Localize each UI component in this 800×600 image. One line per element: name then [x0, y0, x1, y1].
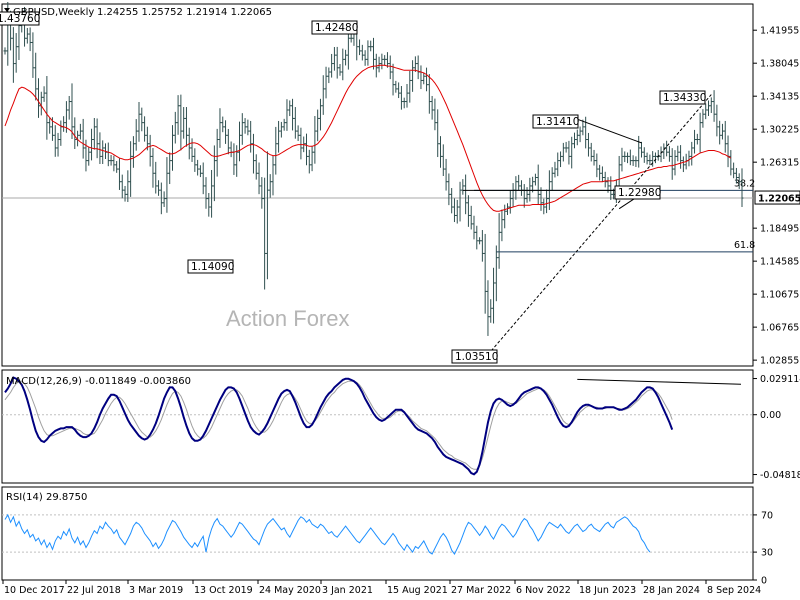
- price-y-tick-label: 1.38045: [760, 59, 799, 70]
- price-y-tick-label: 1.26315: [760, 158, 799, 169]
- symbol-label: GBPUSD,Weekly: [13, 7, 94, 18]
- annotation-label: 1.43760: [0, 13, 40, 25]
- price-bars: [3, 2, 744, 336]
- macd-main-line: [4, 376, 674, 476]
- rsi-panel-frame: [1, 486, 754, 581]
- macd-y-tick-label: 0.029114: [760, 374, 800, 385]
- x-tick-label: 28 Jan 2024: [643, 585, 700, 596]
- price-y-tick-label: 1.06765: [760, 323, 799, 334]
- annotation-label: 1.03510: [455, 351, 498, 363]
- annotation-label: 1.14090: [191, 261, 234, 273]
- annotation-label: 1.22980: [618, 187, 661, 199]
- price-y-tick-label: 1.10675: [760, 290, 799, 301]
- macd-signal-line: [4, 380, 673, 470]
- annotation-label: 1.42480: [315, 22, 358, 34]
- price-y-tick-label: 1.41955: [760, 26, 799, 37]
- x-tick-label: 15 Aug 2021: [387, 585, 448, 596]
- x-tick-label: 22 Jul 2018: [67, 585, 121, 596]
- annotation-box: [451, 349, 498, 364]
- trend-line-dashed: [487, 94, 712, 355]
- macd-panel-frame: [1, 369, 754, 484]
- rsi-y-tick-label: 70: [761, 510, 773, 521]
- macd-y-tick-label: 0.00: [760, 410, 781, 421]
- x-tick-label: 3 Jan 2021: [322, 585, 373, 596]
- macd-trend-line: [577, 378, 742, 385]
- price-y-tick-label: 1.34135: [760, 92, 799, 103]
- watermark-text: Action Forex: [226, 306, 350, 331]
- triangle-upper-line: [577, 118, 642, 144]
- ohlc-label: 1.24255 1.25752 1.21914 1.22065: [97, 7, 272, 18]
- fib-level-label: 61.8: [734, 240, 755, 251]
- x-tick-label: 8 Sep 2024: [707, 585, 761, 596]
- current-price-label: 1.22065: [758, 194, 800, 205]
- annotation-label: 1.31410: [536, 116, 579, 128]
- price-y-tick-label: 1.14585: [760, 257, 799, 268]
- annotation-box: [0, 11, 40, 26]
- x-tick-label: 6 Nov 2022: [516, 585, 571, 596]
- macd-y-tick-label: -0.048189: [760, 470, 800, 481]
- annotation-box: [311, 20, 358, 35]
- fib-level-label: 38.2: [734, 178, 755, 189]
- x-tick-label: 13 Oct 2019: [194, 585, 253, 596]
- x-tick-label: 27 Mar 2022: [451, 585, 511, 596]
- annotation-box: [614, 185, 661, 200]
- current-price-tag: [754, 190, 800, 205]
- annotation-box: [532, 114, 579, 129]
- macd-header-label: MACD(12,26,9) -0.011849 -0.003860: [6, 376, 191, 387]
- price-y-tick-label: 1.30225: [760, 125, 799, 136]
- x-tick-label: 18 Jun 2023: [579, 585, 636, 596]
- rsi-header-label: RSI(14) 29.8750: [6, 492, 87, 503]
- rsi-line: [4, 513, 651, 555]
- dropdown-icon: [4, 8, 10, 12]
- rsi-y-tick-label: 30: [761, 548, 773, 559]
- x-tick-label: 24 May 2020: [259, 585, 321, 596]
- annotation-box: [659, 90, 706, 105]
- x-tick-label: 3 Mar 2019: [129, 585, 183, 596]
- moving-average-line: [4, 64, 732, 212]
- price-y-tick-label: 1.02855: [760, 356, 799, 367]
- rsi-y-tick-label: 0: [761, 576, 767, 587]
- x-tick-label: 10 Dec 2017: [4, 585, 65, 596]
- price-panel-frame: [1, 3, 754, 367]
- annotation-label: 1.34330: [663, 92, 706, 104]
- annotation-box: [187, 259, 234, 274]
- price-y-tick-label: 1.18495: [760, 224, 799, 235]
